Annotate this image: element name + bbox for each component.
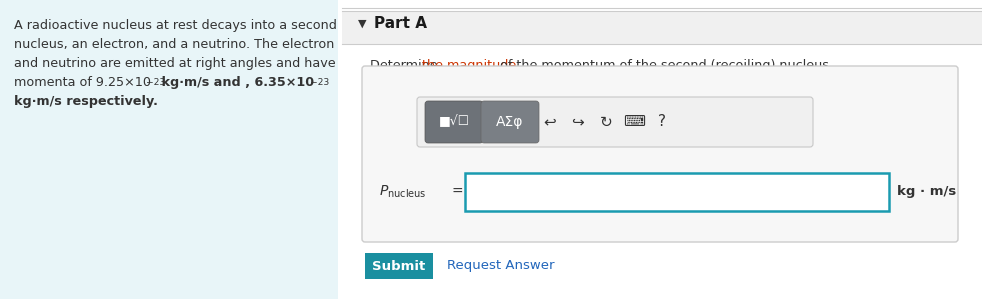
Text: Request Answer: Request Answer — [447, 260, 555, 272]
FancyBboxPatch shape — [425, 101, 483, 143]
Text: ↩: ↩ — [544, 115, 557, 129]
Text: AΣφ: AΣφ — [496, 115, 523, 129]
Text: =: = — [452, 185, 464, 199]
Text: Determine: Determine — [370, 59, 442, 72]
Text: Submit: Submit — [372, 260, 425, 272]
Text: the magnitude: the magnitude — [422, 59, 517, 72]
FancyBboxPatch shape — [362, 66, 958, 242]
Text: ▼: ▼ — [358, 19, 366, 29]
Text: −23: −23 — [310, 78, 329, 87]
Text: Part A: Part A — [374, 16, 427, 31]
Text: ⌨: ⌨ — [623, 115, 645, 129]
Text: −23: −23 — [146, 78, 165, 87]
Text: $\mathit{P}_{\mathrm{nucleus}}$: $\mathit{P}_{\mathrm{nucleus}}$ — [379, 184, 426, 200]
Text: kg·m/s respectively.: kg·m/s respectively. — [14, 95, 158, 108]
Text: ?: ? — [658, 115, 666, 129]
Text: nucleus, an electron, and a neutrino. The electron: nucleus, an electron, and a neutrino. Th… — [14, 38, 335, 51]
Text: ■√☐: ■√☐ — [439, 115, 469, 129]
Bar — [0, 0, 338, 299]
Text: ↻: ↻ — [600, 115, 613, 129]
Text: and neutrino are emitted at right angles and have: and neutrino are emitted at right angles… — [14, 57, 336, 70]
Text: ↪: ↪ — [572, 115, 584, 129]
Bar — [342, 11, 982, 44]
FancyBboxPatch shape — [417, 97, 813, 147]
Text: of the momentum of the second (recoiling) nucleus.: of the momentum of the second (recoiling… — [496, 59, 833, 72]
Bar — [365, 253, 433, 279]
Bar — [465, 173, 889, 211]
FancyBboxPatch shape — [481, 101, 539, 143]
Text: kg·m/s and , 6.35×10: kg·m/s and , 6.35×10 — [157, 76, 314, 89]
Text: A radioactive nucleus at rest decays into a second: A radioactive nucleus at rest decays int… — [14, 19, 337, 32]
Text: momenta of 9.25×10: momenta of 9.25×10 — [14, 76, 151, 89]
Text: kg · m/s: kg · m/s — [897, 185, 956, 199]
